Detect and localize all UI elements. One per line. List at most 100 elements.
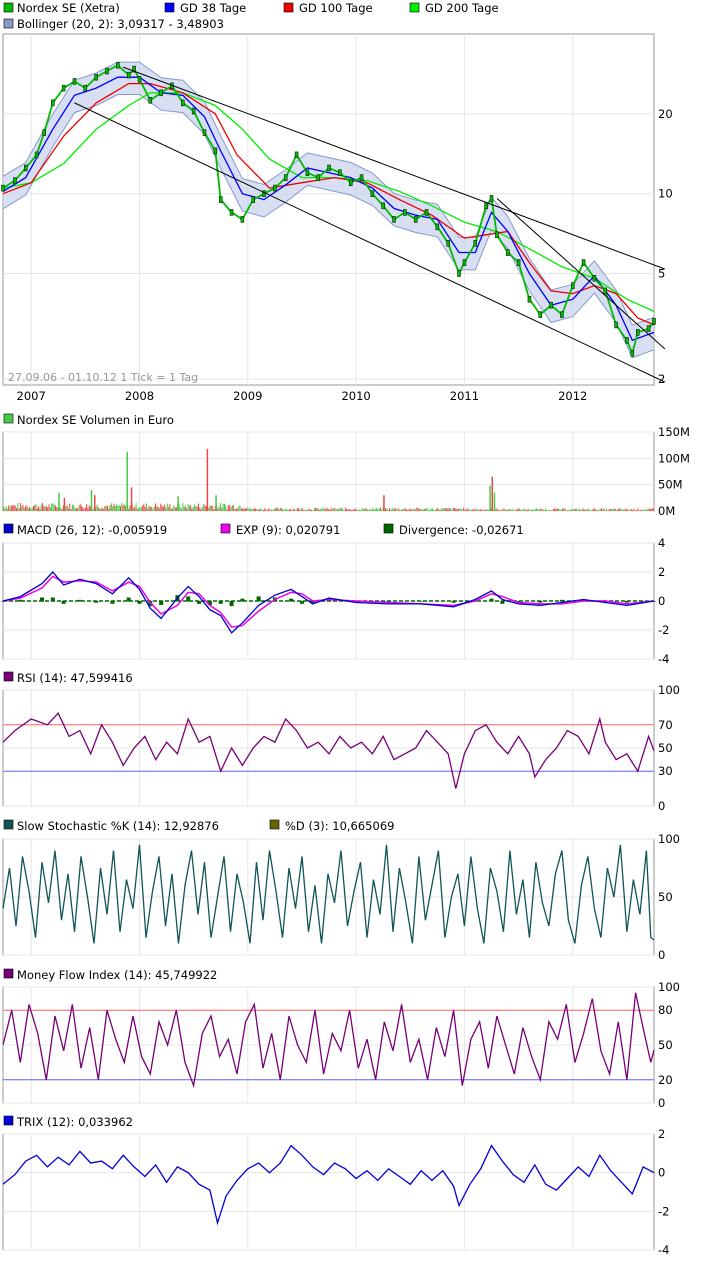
volume-bar <box>272 510 274 511</box>
volume-bar <box>71 504 73 511</box>
volume-bar <box>338 508 340 511</box>
gd100-line <box>2 82 655 326</box>
price-candle <box>392 216 396 223</box>
volume-bar <box>344 507 346 511</box>
volume-spike <box>215 495 217 511</box>
volume-bar <box>9 507 11 511</box>
legend-swatch-stoch-k <box>3 819 14 830</box>
divergence-bar <box>419 601 424 602</box>
volume-bar <box>448 507 450 511</box>
legend-swatch-macd <box>3 523 14 534</box>
volume-bar <box>468 508 470 511</box>
volume-plot-frame <box>2 431 655 512</box>
legend-swatch-gd38 <box>164 2 175 13</box>
volume-spike <box>489 485 491 511</box>
volume-bar <box>30 508 32 511</box>
volume-bar <box>190 505 192 511</box>
volume-bar <box>161 505 163 511</box>
volume-bar <box>138 507 140 511</box>
volume-bar <box>629 509 631 511</box>
volume-bar <box>165 507 167 511</box>
volume-bar <box>526 509 528 511</box>
divergence-bar <box>538 601 543 603</box>
x-tick-label: 2012 <box>558 389 587 403</box>
volume-bar <box>431 508 433 511</box>
price-candle <box>316 174 320 181</box>
volume-bars <box>3 448 654 511</box>
volume-bar <box>333 508 335 511</box>
volume-bar <box>123 504 125 511</box>
volume-bar <box>559 509 561 511</box>
price-y-ticks: 2 5 10 20 <box>658 107 673 386</box>
volume-bar <box>188 505 190 511</box>
volume-bar <box>485 509 487 511</box>
volume-bar <box>372 508 374 511</box>
price-candle <box>305 169 310 176</box>
volume-bar <box>31 507 33 511</box>
volume-bar <box>608 509 610 511</box>
volume-bar <box>394 508 396 511</box>
volume-bar <box>546 509 548 511</box>
volume-bar <box>512 508 514 511</box>
volume-bar <box>242 508 244 511</box>
price-candle <box>72 78 77 85</box>
x-tick-label: 2007 <box>17 389 46 403</box>
volume-bar <box>340 508 342 511</box>
volume-bar <box>288 509 290 511</box>
volume-bar <box>539 508 541 511</box>
volume-bar <box>444 507 446 511</box>
volume-bar <box>47 507 49 511</box>
volume-bar <box>96 504 98 511</box>
price-series <box>1 61 656 357</box>
price-candle <box>625 337 629 344</box>
volume-bar <box>628 510 630 511</box>
volume-bar <box>277 507 279 511</box>
volume-bar <box>261 509 263 511</box>
volume-bar <box>84 507 86 511</box>
volume-bar <box>149 506 151 511</box>
mfi-line <box>2 992 655 1089</box>
volume-bar <box>415 509 417 511</box>
volume-bar <box>255 508 257 511</box>
volume-bar <box>36 508 38 511</box>
volume-bar <box>48 504 50 511</box>
y-tick-label: 100 <box>658 683 680 697</box>
volume-bar <box>208 507 210 511</box>
volume-spike <box>58 492 60 511</box>
volume-bar <box>447 508 449 511</box>
legend-label-exp: EXP (9): 0,020791 <box>236 523 340 537</box>
divergence-bar <box>77 599 82 602</box>
price-candle <box>581 259 586 266</box>
price-candle <box>61 84 66 92</box>
volume-bar <box>197 503 199 511</box>
volume-bar <box>348 509 350 511</box>
volume-bar <box>118 505 120 511</box>
volume-bar <box>534 509 536 511</box>
volume-bar <box>637 508 639 511</box>
volume-bar <box>303 510 305 511</box>
price-candle <box>116 61 120 69</box>
volume-bar <box>92 509 94 511</box>
volume-bar <box>438 509 440 511</box>
price-panel: 2 5 10 20 2007 2008 2009 2010 2011 2012 27.09.06… <box>1 33 673 403</box>
volume-bar <box>598 509 600 511</box>
volume-bar <box>10 504 12 511</box>
price-candle <box>592 274 597 282</box>
volume-bar <box>565 510 567 511</box>
stoch-line <box>2 844 655 944</box>
volume-bar <box>504 509 506 511</box>
volume-bar <box>558 508 560 511</box>
divergence-bar <box>603 601 608 603</box>
volume-bar <box>152 508 154 511</box>
volume-bar <box>17 503 19 511</box>
volume-bar <box>166 503 168 511</box>
volume-bar <box>164 504 166 511</box>
trend-line <box>496 198 666 350</box>
volume-bar <box>441 508 443 511</box>
y-tick-label: 5 <box>658 267 665 281</box>
volume-bar <box>209 505 211 511</box>
volume-bar <box>472 509 474 511</box>
volume-bar <box>100 508 102 511</box>
price-candle <box>23 164 28 172</box>
volume-bar <box>364 508 366 511</box>
